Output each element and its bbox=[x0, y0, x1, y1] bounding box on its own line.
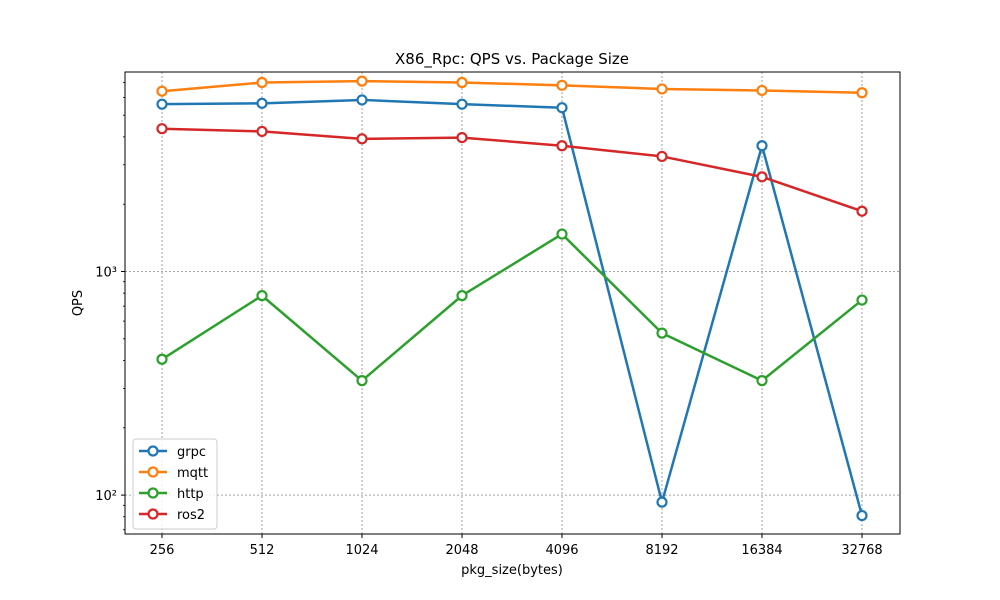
data-point-mqtt bbox=[456, 76, 468, 89]
series-line-http bbox=[161, 232, 863, 382]
data-point-mqtt bbox=[556, 79, 568, 91]
x-tick-label: 4096 bbox=[545, 543, 578, 558]
legend-label-mqtt: mqtt bbox=[177, 466, 208, 481]
y-tick-label: 10³ bbox=[95, 265, 117, 280]
chart-title: X86_Rpc: QPS vs. Package Size bbox=[395, 50, 629, 69]
data-point-http bbox=[456, 290, 468, 302]
x-tick-label: 1024 bbox=[345, 543, 378, 558]
data-point-http bbox=[156, 353, 168, 365]
data-point-http bbox=[656, 327, 668, 339]
series-layer bbox=[156, 75, 868, 522]
legend-label-grpc: grpc bbox=[177, 445, 206, 460]
data-point-grpc bbox=[656, 496, 668, 508]
legend-marker-http bbox=[147, 487, 159, 499]
data-point-grpc bbox=[756, 140, 768, 152]
data-point-mqtt bbox=[856, 87, 868, 99]
data-point-ros2 bbox=[456, 131, 468, 144]
legend: grpc mqtt http ros2 bbox=[132, 438, 218, 530]
data-point-ros2 bbox=[656, 150, 668, 163]
data-point-mqtt bbox=[756, 84, 768, 97]
ticks-layer: 256 512 1024 2048 4096 8192 16384 32768 10² 10³ bbox=[95, 82, 883, 558]
x-tick-label: 512 bbox=[250, 543, 275, 558]
y-tick-label: 10² bbox=[95, 489, 117, 504]
x-tick-label: 256 bbox=[150, 543, 175, 558]
data-point-http bbox=[856, 294, 868, 306]
legend-marker-mqtt bbox=[147, 466, 159, 478]
legend-box bbox=[132, 438, 218, 530]
data-point-mqtt bbox=[656, 83, 668, 95]
data-point-mqtt bbox=[156, 85, 168, 97]
data-point-grpc bbox=[256, 97, 268, 109]
data-point-http bbox=[556, 228, 568, 240]
x-axis-label: pkg_size(bytes) bbox=[461, 563, 563, 578]
legend-label-http: http bbox=[177, 487, 204, 502]
y-axis-label: QPS bbox=[71, 290, 86, 316]
data-point-mqtt bbox=[256, 76, 268, 89]
data-point-ros2 bbox=[256, 125, 268, 138]
series-line-ros2 bbox=[161, 127, 863, 213]
data-point-mqtt bbox=[356, 75, 368, 87]
legend-label-ros2: ros2 bbox=[177, 508, 205, 523]
data-point-grpc bbox=[856, 509, 868, 522]
data-point-http bbox=[356, 375, 368, 387]
data-point-http bbox=[256, 290, 268, 302]
x-tick-label: 16384 bbox=[741, 543, 782, 558]
data-point-grpc bbox=[156, 98, 168, 110]
data-point-ros2 bbox=[856, 205, 868, 217]
series-line-grpc bbox=[161, 98, 864, 516]
data-point-ros2 bbox=[156, 123, 168, 135]
grid-layer bbox=[125, 72, 900, 534]
x-tick-label: 8192 bbox=[645, 543, 678, 558]
series-line-mqtt bbox=[161, 79, 863, 94]
data-point-ros2 bbox=[356, 133, 368, 145]
x-tick-label: 32768 bbox=[841, 543, 882, 558]
data-point-grpc bbox=[456, 98, 468, 110]
data-point-http bbox=[756, 375, 768, 387]
legend-marker-ros2 bbox=[147, 508, 159, 520]
data-point-grpc bbox=[356, 94, 368, 106]
data-point-grpc bbox=[556, 102, 568, 114]
data-point-ros2 bbox=[556, 140, 568, 152]
data-point-ros2 bbox=[756, 171, 768, 183]
plot-frame bbox=[124, 71, 901, 535]
legend-marker-grpc bbox=[147, 445, 159, 457]
x-tick-label: 2048 bbox=[445, 543, 478, 558]
